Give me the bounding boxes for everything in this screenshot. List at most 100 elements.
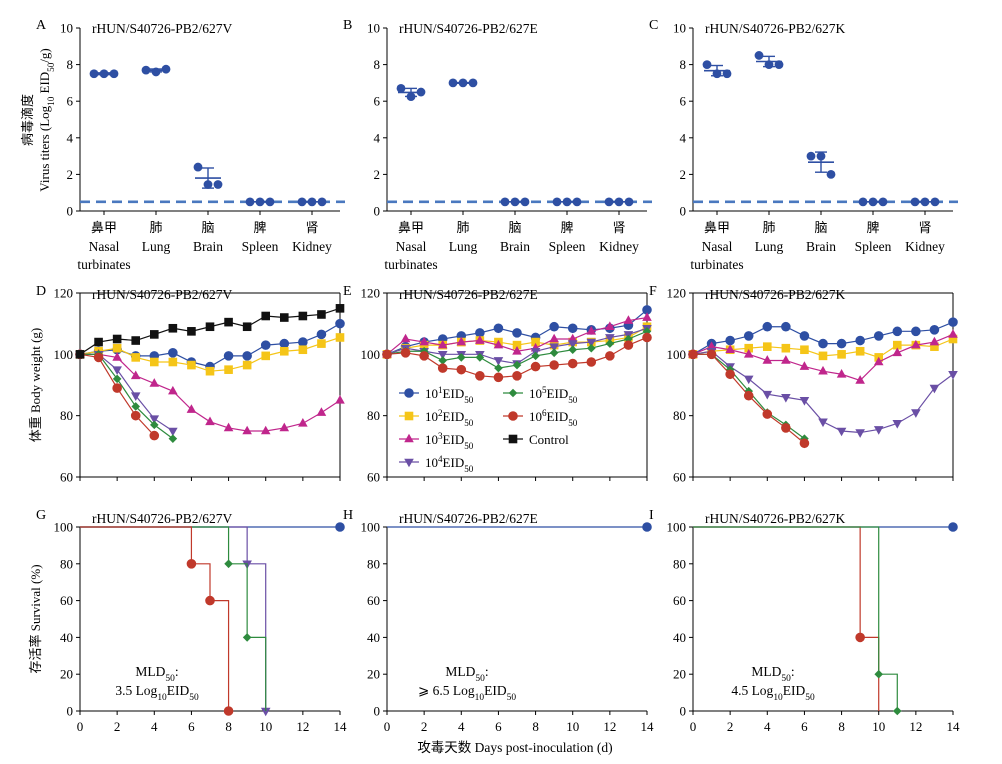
data-point [855, 335, 865, 346]
x-category-label: Nasal [396, 239, 427, 254]
mld-label-line1: MLD50: [445, 664, 488, 684]
data-point [911, 326, 921, 337]
x-tick-label: 0 [77, 719, 84, 734]
data-point [186, 404, 197, 413]
x-category-label: Lung [142, 239, 171, 254]
x-tick-label: 10 [872, 719, 885, 734]
panel-letter: H [343, 508, 353, 523]
legend-item: Control [503, 432, 569, 447]
data-point [131, 402, 141, 411]
data-point [837, 350, 846, 359]
legend-item: 102EID50 [399, 408, 474, 428]
data-point [112, 352, 122, 361]
data-point [335, 304, 345, 313]
data-point [112, 366, 122, 375]
data-point [187, 327, 196, 336]
data-point [725, 335, 735, 346]
data-point [223, 422, 234, 432]
data-point [458, 78, 468, 88]
x-axis-title: 攻毒天数 Days post-inoculation (d) [417, 740, 612, 755]
data-point [762, 342, 772, 351]
data-point [836, 427, 847, 437]
survival-marker [855, 632, 865, 643]
legend-marker [508, 434, 518, 444]
data-point [213, 180, 223, 189]
y-tick-label: 8 [680, 57, 687, 72]
y-axis-title-cn: 病毒滴度 [20, 94, 35, 146]
data-point [930, 197, 940, 207]
data-point [855, 429, 865, 438]
y-tick-label: 0 [67, 204, 74, 219]
data-point [800, 345, 809, 355]
x-category-cn: 脾 [866, 220, 879, 235]
legend-marker [508, 411, 518, 421]
data-point [624, 197, 634, 207]
y-tick-label: 2 [67, 167, 74, 182]
x-category-label-2: turbinates [384, 257, 437, 272]
legend-label: 105EID50 [529, 385, 578, 405]
data-point [149, 357, 159, 367]
x-tick-label: 2 [114, 719, 121, 734]
y-tick-label: 2 [374, 167, 381, 182]
data-point [712, 69, 722, 79]
panel-title: rHUN/S40726-PB2/627K [705, 511, 846, 526]
legend-item: 103EID50 [399, 431, 474, 451]
mld-label-line2: 3.5 Log10EID50 [115, 683, 199, 703]
data-point [911, 409, 921, 418]
data-point [549, 360, 559, 370]
data-point [149, 378, 160, 387]
data-point [799, 331, 810, 341]
panel-title: rHUN/S40726-PB2/627E [399, 287, 538, 302]
mld-label-line1: MLD50: [135, 664, 178, 684]
x-category-cn: 肾 [612, 220, 625, 235]
data-point [475, 335, 485, 344]
data-point [149, 420, 159, 430]
data-point [762, 409, 773, 419]
data-point [948, 317, 958, 327]
series [688, 347, 958, 438]
survival-marker [205, 595, 215, 606]
data-point [468, 78, 478, 88]
data-point [911, 339, 921, 349]
data-point [245, 197, 255, 207]
data-point [762, 355, 773, 364]
data-point [722, 69, 732, 79]
data-point [297, 197, 307, 207]
survival-marker [242, 633, 252, 642]
data-point [764, 60, 774, 69]
x-tick-label: 8 [532, 719, 539, 734]
data-point [706, 341, 717, 350]
y-tick-label: 80 [673, 556, 686, 571]
data-point [317, 310, 326, 319]
data-point [520, 197, 530, 207]
data-point [605, 334, 615, 343]
data-point [168, 427, 178, 437]
data-point [892, 420, 903, 429]
data-point [878, 197, 888, 207]
y-tick-label: 80 [367, 556, 380, 571]
data-point [530, 361, 541, 372]
y-tick-label: 6 [67, 94, 74, 109]
data-point [255, 197, 265, 207]
data-point [743, 390, 754, 401]
data-point [920, 197, 930, 207]
data-point [855, 375, 865, 384]
data-point [223, 351, 234, 361]
y-tick-label: 8 [67, 57, 74, 72]
x-category-label-2: turbinates [77, 257, 130, 272]
data-point [149, 415, 160, 425]
x-category-cn: 肺 [149, 220, 162, 235]
data-point [437, 339, 448, 349]
data-point [298, 418, 308, 427]
data-point [531, 337, 540, 347]
x-tick-label: 4 [764, 719, 771, 734]
survival-step-line [80, 526, 267, 711]
y-tick-label: 100 [667, 347, 687, 362]
mld-label-line2: 4.5 Log10EID50 [731, 683, 815, 703]
data-point [623, 315, 634, 324]
data-point [493, 339, 504, 349]
data-point [75, 350, 85, 359]
data-point [868, 197, 878, 207]
y-tick-label: 60 [673, 593, 686, 608]
